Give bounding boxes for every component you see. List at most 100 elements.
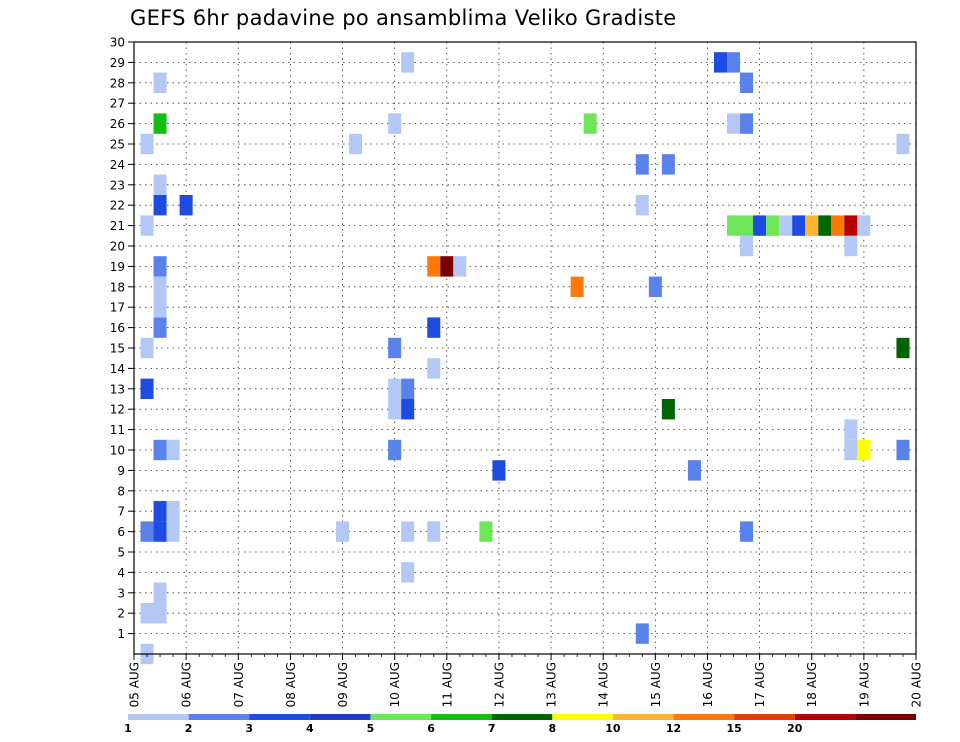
data-cell xyxy=(388,439,402,461)
x-tick-label: 19 AUG xyxy=(857,662,871,707)
y-tick-label: 1 xyxy=(117,627,125,641)
x-tick-label: 18 AUG xyxy=(805,662,819,707)
data-cell xyxy=(857,439,871,461)
data-cell xyxy=(896,337,910,359)
colorbar-label: 10 xyxy=(605,722,621,735)
chart-title: GEFS 6hr padavine po ansamblima Veliko G… xyxy=(130,6,677,30)
data-cell xyxy=(153,439,167,461)
colorbar-label: 20 xyxy=(787,722,803,735)
data-cell xyxy=(583,113,597,134)
data-cell xyxy=(140,521,154,542)
x-tick-label: 17 AUG xyxy=(753,662,767,707)
data-cell xyxy=(388,337,402,359)
y-tick-label: 21 xyxy=(110,219,125,233)
colorbar-swatch xyxy=(491,714,553,720)
data-cell xyxy=(844,419,858,440)
data-cell xyxy=(427,256,441,277)
data-cell xyxy=(779,215,793,236)
data-cell xyxy=(427,521,441,542)
y-tick-label: 24 xyxy=(110,158,125,172)
colorbar-label: 3 xyxy=(245,722,253,735)
y-tick-label: 28 xyxy=(110,76,125,90)
y-tick-label: 18 xyxy=(110,280,125,294)
data-cell xyxy=(401,399,415,420)
x-tick-label: 08 AUG xyxy=(284,662,298,707)
data-cell xyxy=(713,52,728,73)
data-cell xyxy=(401,52,415,73)
data-cell xyxy=(570,276,584,297)
colorbar-label: 4 xyxy=(306,722,314,735)
data-cell xyxy=(388,113,402,134)
x-tick-label: 11 AUG xyxy=(440,662,454,707)
colorbar-swatch xyxy=(431,714,492,720)
data-cell xyxy=(740,72,754,93)
y-tick-label: 6 xyxy=(117,525,125,539)
x-tick-label: 14 AUG xyxy=(597,662,611,707)
colorbar-label: 15 xyxy=(726,722,741,735)
data-cell xyxy=(844,215,858,236)
y-tick-label: 30 xyxy=(110,36,125,50)
colorbar-swatch xyxy=(249,714,310,720)
data-cell xyxy=(153,195,167,216)
data-cell xyxy=(661,399,675,420)
data-cell xyxy=(153,603,167,624)
data-cell xyxy=(740,215,754,236)
y-tick-label: 11 xyxy=(110,423,125,437)
data-cell xyxy=(179,195,193,216)
data-cell xyxy=(818,215,832,236)
data-cell xyxy=(388,378,402,399)
data-cell xyxy=(140,378,154,399)
colorbar-label: 1 xyxy=(124,722,132,735)
y-tick-label: 13 xyxy=(110,382,125,396)
y-tick-label: 2 xyxy=(117,607,125,621)
colorbar-label: 8 xyxy=(548,722,556,735)
data-cell xyxy=(753,215,767,236)
y-tick-label: 22 xyxy=(110,199,125,213)
data-cell xyxy=(844,235,858,257)
data-cell xyxy=(896,133,910,155)
data-cell xyxy=(857,215,871,236)
x-tick-label: 07 AUG xyxy=(232,662,246,707)
data-cell xyxy=(388,399,402,420)
data-cell xyxy=(166,501,180,522)
y-tick-label: 23 xyxy=(110,178,125,192)
colorbar-swatch xyxy=(552,714,613,720)
y-tick-label: 29 xyxy=(110,56,125,70)
colorbar-swatch xyxy=(188,714,250,720)
x-tick-label: 15 AUG xyxy=(649,662,663,707)
y-tick-label: 7 xyxy=(117,505,125,519)
data-cell xyxy=(805,215,819,236)
y-tick-label: 10 xyxy=(110,444,125,458)
data-cell xyxy=(844,439,858,461)
data-cell xyxy=(153,297,167,318)
data-cell xyxy=(166,439,180,461)
y-tick-label: 17 xyxy=(110,301,125,315)
data-cell xyxy=(453,256,467,277)
colorbar-label: 5 xyxy=(367,722,375,735)
data-cell xyxy=(661,154,675,175)
y-tick-label: 26 xyxy=(110,117,125,131)
data-cell xyxy=(766,215,780,236)
data-cell xyxy=(153,501,167,522)
data-cell xyxy=(153,521,167,542)
y-tick-label: 9 xyxy=(117,464,125,478)
y-tick-label: 27 xyxy=(110,97,125,111)
data-cell xyxy=(648,276,662,297)
data-cell xyxy=(740,521,754,542)
colorbar-label: 7 xyxy=(488,722,496,735)
data-cell xyxy=(740,235,754,257)
y-tick-label: 14 xyxy=(110,362,125,376)
data-cell xyxy=(349,133,363,155)
data-cell xyxy=(153,72,167,93)
colorbar-swatch xyxy=(855,714,916,720)
y-tick-label: 19 xyxy=(110,260,125,274)
data-cell xyxy=(153,276,167,297)
y-tick-label: 16 xyxy=(110,321,125,335)
x-tick-label: 12 AUG xyxy=(492,662,506,707)
y-tick-label: 25 xyxy=(110,138,125,152)
data-cells xyxy=(140,52,910,665)
colorbar-label: 6 xyxy=(427,722,435,735)
y-tick-label: 4 xyxy=(117,566,125,580)
colorbar: 1 2 3 4 5 6 7 8 10 12 15 20 xyxy=(124,714,916,735)
